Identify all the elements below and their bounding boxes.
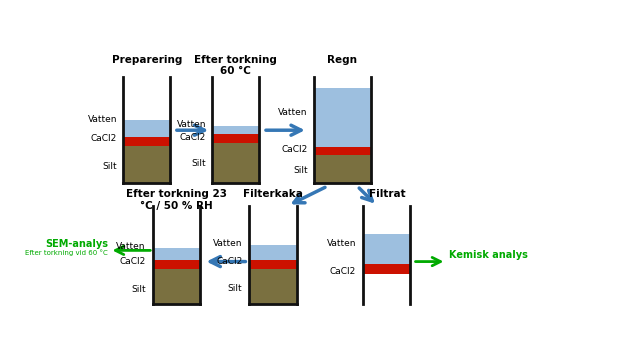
Text: Silt: Silt: [293, 166, 308, 175]
Bar: [212, 126, 259, 134]
Text: Efter torkning
60 °C: Efter torkning 60 °C: [194, 55, 277, 76]
Text: Vatten: Vatten: [213, 239, 242, 248]
Bar: [153, 269, 200, 303]
Text: Vatten: Vatten: [116, 242, 146, 251]
Bar: [249, 245, 296, 260]
Text: Silt: Silt: [192, 159, 206, 168]
Bar: [212, 134, 259, 143]
Bar: [153, 260, 200, 269]
Bar: [212, 143, 259, 183]
Text: CaCl2: CaCl2: [91, 134, 117, 143]
Text: Filterkaka: Filterkaka: [243, 189, 303, 199]
Text: Vatten: Vatten: [278, 107, 308, 117]
Text: Efter torkning 23
°C / 50 % RH: Efter torkning 23 °C / 50 % RH: [126, 189, 227, 211]
Bar: [153, 248, 200, 260]
Text: CaCl2: CaCl2: [119, 257, 146, 266]
Text: CaCl2: CaCl2: [281, 145, 308, 154]
Bar: [314, 147, 371, 155]
Text: Silt: Silt: [227, 284, 242, 293]
Bar: [364, 264, 410, 274]
Bar: [249, 269, 296, 303]
Bar: [314, 155, 371, 183]
Text: Vatten: Vatten: [88, 115, 117, 123]
Text: Vatten: Vatten: [176, 120, 206, 129]
Bar: [123, 121, 170, 137]
Bar: [123, 137, 170, 146]
Text: Filtrat: Filtrat: [369, 189, 405, 199]
Text: CaCl2: CaCl2: [216, 257, 242, 266]
Text: Efter torkning vid 60 °C: Efter torkning vid 60 °C: [26, 249, 108, 256]
Text: Silt: Silt: [102, 162, 117, 171]
Bar: [123, 146, 170, 183]
Bar: [249, 260, 296, 269]
Text: Vatten: Vatten: [327, 239, 356, 248]
Text: Preparering: Preparering: [112, 55, 182, 65]
Text: CaCl2: CaCl2: [330, 267, 356, 276]
Text: SEM-analys: SEM-analys: [45, 239, 108, 249]
Text: Silt: Silt: [131, 285, 146, 294]
Bar: [314, 88, 371, 147]
Text: Regn: Regn: [327, 55, 357, 65]
Bar: [364, 234, 410, 264]
Text: CaCl2: CaCl2: [180, 133, 206, 142]
Text: Kemisk analys: Kemisk analys: [449, 250, 528, 260]
